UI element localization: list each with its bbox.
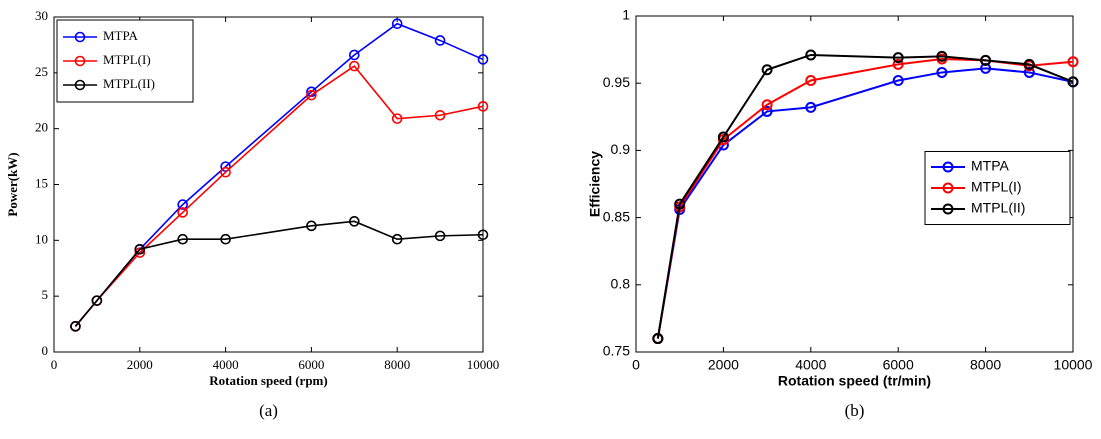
data-point — [391, 113, 403, 124]
caption: (a) — [259, 401, 278, 420]
x-tick-label: 8000 — [384, 357, 410, 372]
data-point — [134, 243, 146, 255]
x-tick-label: 4000 — [213, 357, 239, 372]
y-tick-label: 25 — [35, 64, 48, 79]
legend-label: MTPL(II) — [971, 200, 1025, 216]
plot-frame — [635, 15, 1074, 353]
data-point — [434, 109, 446, 121]
data-point — [91, 295, 103, 306]
y-tick-label: 5 — [42, 287, 49, 302]
data-point — [177, 233, 188, 245]
series-line — [656, 53, 1074, 339]
x-tick-label: 2000 — [708, 357, 739, 373]
data-point — [805, 101, 817, 113]
data-point — [892, 52, 904, 64]
y-tick-label: 1 — [622, 7, 630, 23]
y-tick-label: 20 — [35, 120, 48, 135]
x-tick-label: 6000 — [298, 357, 324, 372]
y-tick-label: 0.9 — [611, 141, 631, 157]
data-point — [220, 233, 231, 245]
series-line — [74, 220, 484, 327]
legend-label: MTPA — [971, 158, 1010, 174]
data-point — [477, 229, 489, 241]
x-tick-label: 10000 — [1054, 357, 1093, 373]
x-tick-label: 0 — [632, 357, 640, 373]
series-line — [656, 67, 1074, 339]
chart: 0 2000 4000 6000 8000 10000 0 5 10 15 20 25 30 Rotati… — [5, 8, 499, 420]
data-point — [674, 198, 686, 210]
x-tick-label: 0 — [51, 357, 58, 372]
data-point — [980, 54, 992, 66]
data-point — [306, 89, 317, 101]
x-tick-label: 4000 — [795, 357, 826, 373]
chart: 0 2000 4000 6000 8000 10000 0.75 0.8 0.85 0.9 0.95… — [587, 7, 1093, 420]
data-point — [892, 75, 904, 87]
data-point — [805, 49, 817, 61]
y-tick-label: 0.95 — [603, 74, 630, 90]
data-point — [652, 333, 664, 345]
data-point — [434, 35, 446, 46]
legend-label: MTPL(I) — [971, 179, 1022, 195]
data-point — [936, 66, 948, 78]
data-point — [391, 18, 403, 30]
y-tick-label: 0.85 — [603, 208, 630, 224]
y-tick-label: 15 — [35, 175, 48, 190]
x-axis-label: Rotation speed (tr/min) — [778, 373, 931, 389]
series-line — [74, 65, 484, 327]
data-point — [1023, 58, 1035, 70]
data-point — [892, 58, 904, 70]
y-tick-label: 30 — [35, 8, 48, 23]
data-point — [134, 247, 146, 258]
data-point — [477, 101, 489, 112]
legend-label: MTPL(I) — [103, 52, 151, 67]
y-tick-label: 0 — [42, 343, 49, 358]
data-point — [717, 131, 729, 143]
data-point — [805, 75, 817, 87]
data-point — [761, 64, 773, 76]
data-point — [477, 54, 489, 65]
data-point — [761, 105, 773, 117]
data-point — [177, 199, 188, 210]
y-axis-label: Efficiency — [587, 151, 603, 217]
data-point — [761, 99, 773, 111]
data-point — [1067, 76, 1079, 88]
data-point — [434, 230, 446, 242]
legend-marker — [942, 182, 954, 194]
data-point — [348, 216, 360, 227]
y-tick-label: 0.75 — [603, 343, 630, 359]
legend-label: MTPL(II) — [103, 76, 155, 91]
data-point — [348, 60, 360, 72]
x-tick-label: 2000 — [127, 357, 153, 372]
x-tick-label: 8000 — [970, 357, 1001, 373]
data-point — [70, 321, 81, 332]
data-point — [1067, 56, 1079, 68]
y-tick-label: 10 — [35, 231, 48, 246]
legend-marker — [74, 79, 86, 91]
data-point — [391, 233, 403, 245]
legend-marker — [942, 161, 954, 173]
legend-label: MTPA — [103, 28, 139, 43]
data-point — [936, 50, 948, 62]
data-point — [348, 49, 360, 61]
legend-marker — [74, 31, 86, 43]
x-tick-label: 6000 — [883, 357, 914, 373]
data-point — [177, 207, 188, 218]
x-axis-label: Rotation speed (rpm) — [209, 373, 327, 388]
data-point — [220, 161, 231, 172]
data-point — [220, 166, 231, 178]
legend-marker — [942, 203, 954, 215]
legend-marker — [74, 55, 86, 67]
y-tick-label: 0.8 — [611, 276, 631, 292]
x-tick-label: 10000 — [467, 357, 500, 372]
data-point — [306, 220, 317, 232]
y-axis-label: Power(kW) — [5, 152, 20, 216]
caption: (b) — [845, 401, 865, 420]
